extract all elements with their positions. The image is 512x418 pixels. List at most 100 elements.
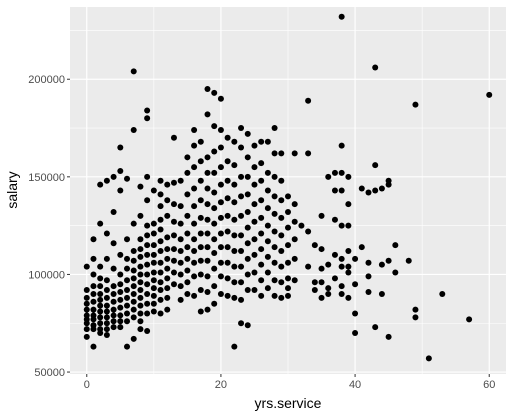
data-points — [83, 13, 493, 362]
data-point — [271, 193, 278, 200]
data-point — [204, 257, 211, 264]
data-point — [124, 310, 131, 317]
data-point — [224, 212, 231, 219]
data-point — [110, 208, 117, 215]
data-point — [345, 201, 352, 208]
data-point — [137, 326, 144, 333]
data-point — [124, 277, 131, 284]
data-point — [137, 212, 144, 219]
data-point — [238, 248, 245, 255]
data-point — [83, 287, 90, 294]
data-point — [318, 265, 325, 272]
data-point — [83, 294, 90, 301]
data-point — [137, 271, 144, 278]
data-point — [258, 261, 265, 268]
data-point — [325, 173, 332, 180]
data-point — [264, 138, 271, 145]
data-point — [385, 333, 392, 340]
data-point — [124, 287, 131, 294]
data-point — [204, 169, 211, 176]
data-point — [264, 238, 271, 245]
data-point — [97, 296, 104, 303]
data-point — [97, 283, 104, 290]
data-point — [318, 246, 325, 253]
data-point — [365, 189, 372, 196]
data-point — [150, 277, 157, 284]
data-point — [231, 248, 238, 255]
data-point — [264, 222, 271, 229]
data-point — [244, 191, 251, 198]
data-point — [311, 242, 318, 249]
data-point — [110, 324, 117, 331]
data-point — [352, 255, 359, 262]
data-point — [170, 269, 177, 276]
data-point — [90, 306, 97, 313]
data-point — [110, 306, 117, 313]
data-point — [278, 294, 285, 301]
data-point — [164, 234, 171, 241]
x-tick-label: 40 — [349, 379, 361, 391]
data-point — [338, 263, 345, 270]
data-point — [144, 107, 151, 114]
data-point — [331, 169, 338, 176]
data-point — [217, 230, 224, 237]
y-tick-label: 150000 — [28, 172, 65, 184]
data-point — [352, 310, 359, 317]
data-point — [231, 162, 238, 169]
data-point — [90, 236, 97, 243]
data-point — [345, 263, 352, 270]
data-point — [338, 142, 345, 149]
data-point — [278, 248, 285, 255]
data-point — [338, 255, 345, 262]
data-point — [217, 199, 224, 206]
data-point — [224, 195, 231, 202]
data-point — [217, 259, 224, 266]
data-point — [372, 64, 379, 71]
data-point — [177, 296, 184, 303]
data-point — [137, 246, 144, 253]
data-point — [258, 214, 265, 221]
data-point — [412, 314, 419, 321]
data-point — [130, 314, 137, 321]
data-point — [244, 208, 251, 215]
data-point — [170, 134, 177, 141]
data-point — [177, 203, 184, 210]
data-point — [197, 214, 204, 221]
data-point — [365, 273, 372, 280]
data-point — [197, 158, 204, 165]
data-point — [164, 255, 171, 262]
data-point — [117, 281, 124, 288]
data-point — [144, 300, 151, 307]
data-point — [117, 251, 124, 258]
data-point — [372, 187, 379, 194]
data-point — [90, 316, 97, 323]
data-point — [244, 130, 251, 137]
data-point — [170, 232, 177, 239]
data-point — [251, 164, 258, 171]
data-point — [83, 306, 90, 313]
data-point — [204, 306, 211, 313]
data-point — [170, 246, 177, 253]
data-point — [352, 330, 359, 337]
data-point — [217, 181, 224, 188]
data-point — [117, 144, 124, 151]
data-point — [103, 308, 110, 315]
data-point — [331, 251, 338, 258]
data-point — [197, 177, 204, 184]
data-point — [130, 257, 137, 264]
data-point — [110, 240, 117, 247]
data-point — [291, 255, 298, 262]
data-point — [251, 251, 258, 258]
data-point — [238, 279, 245, 286]
data-point — [258, 160, 265, 167]
data-point — [130, 298, 137, 305]
data-point — [278, 279, 285, 286]
data-point — [191, 248, 198, 255]
data-point — [211, 249, 218, 256]
data-point — [217, 164, 224, 171]
data-point — [97, 308, 104, 315]
data-point — [90, 290, 97, 297]
data-point — [144, 290, 151, 297]
data-point — [124, 294, 131, 301]
